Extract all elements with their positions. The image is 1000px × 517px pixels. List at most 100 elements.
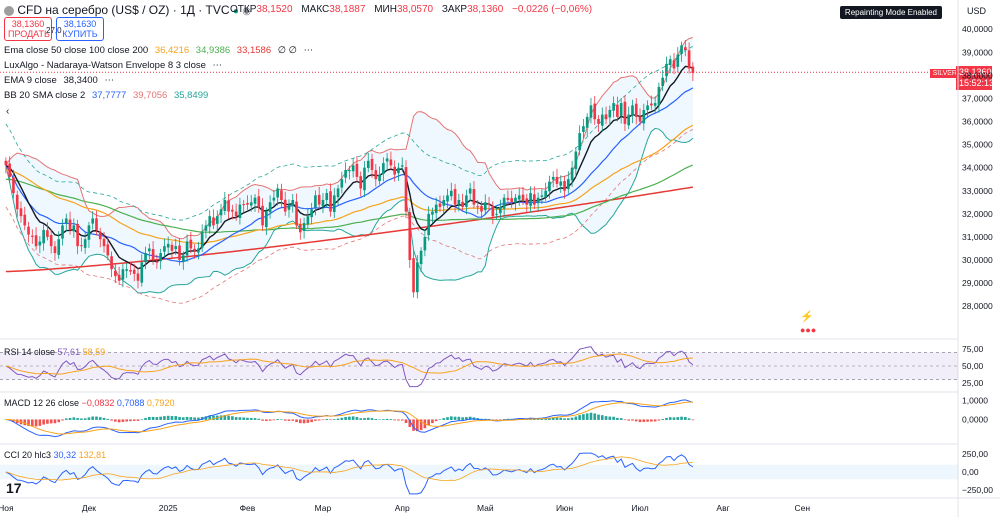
macd-histogram-bar (404, 419, 408, 424)
macd-histogram-bar (317, 419, 321, 421)
candle-body (19, 208, 23, 217)
macd-histogram-bar (461, 417, 464, 420)
more-icon[interactable]: ⋯ (212, 60, 223, 71)
macd-histogram-bar (140, 419, 144, 420)
macd-histogram-bar (684, 416, 687, 420)
candle-body (461, 201, 464, 207)
macd-histogram-bar (91, 416, 95, 420)
candle-body (329, 191, 332, 212)
candle-body (676, 54, 680, 67)
macd-histogram-bar (385, 418, 389, 420)
legend-macd[interactable]: MACD 12 26 close −0,0832 0,7088 0,7920 (4, 398, 175, 408)
macd-histogram-bar (340, 417, 344, 420)
x-tick-label: Мар (315, 503, 332, 513)
candle-body (559, 181, 563, 186)
macd-tick-label: 0,0000 (962, 414, 988, 424)
macd-histogram-bar (98, 417, 102, 420)
y-tick-label: 40,0000 (962, 24, 993, 34)
alert-icon[interactable]: ⚡ (800, 311, 814, 323)
macd-histogram-bar (185, 416, 189, 420)
macd-histogram-bar (72, 417, 76, 420)
y-tick-label: 34,0000 (962, 163, 993, 173)
candle-body (499, 206, 502, 214)
candle-body (265, 211, 268, 227)
eye-icon[interactable]: ◉ (242, 6, 252, 17)
macd-histogram-bar (687, 418, 691, 420)
macd-histogram-bar (49, 419, 53, 424)
macd-histogram-bar (578, 415, 581, 420)
candle-body (117, 274, 121, 281)
repainting-badge: Repainting Mode Enabled (839, 6, 942, 19)
candle-body (631, 105, 634, 116)
candle-body (204, 225, 208, 231)
macd-histogram-bar (672, 417, 676, 420)
x-tick-label: Июл (631, 503, 648, 513)
x-tick-label: Апр (395, 503, 410, 513)
candle-body (144, 253, 147, 263)
x-tick-label: Авг (716, 503, 729, 513)
candle-body (30, 235, 34, 237)
legend-bb[interactable]: BB 20 SMA close 2 37,7777 39,7056 35,849… (4, 90, 209, 101)
cci-tick-label: −250,00 (962, 485, 993, 495)
candle-body (517, 195, 521, 200)
high-value: 38,1887 (329, 4, 366, 15)
candle-body (98, 231, 102, 240)
ema50-line (5, 124, 694, 245)
candle-body (136, 273, 140, 281)
collapse-chevron-icon[interactable]: ‹ (6, 106, 10, 117)
buy-button[interactable]: 38,1630 КУПИТЬ (56, 17, 104, 41)
macd-histogram-bar (449, 416, 453, 420)
candle-body (680, 45, 683, 54)
candle-body (468, 188, 472, 194)
candle-body (359, 176, 363, 189)
legend-luxalgo[interactable]: LuxAlgo - Nadaraya-Watson Envelope 8 3 c… (4, 60, 223, 71)
candle-body (623, 101, 627, 124)
more-icon[interactable]: ⋯ (104, 75, 114, 86)
candle-body (306, 216, 310, 225)
tradingview-logo[interactable]: 17 (6, 480, 22, 496)
candle-body (382, 163, 385, 174)
candle-body (502, 197, 506, 209)
macd-histogram-bar (329, 419, 332, 421)
y-tick-label: 28,0000 (962, 301, 993, 311)
currency-label[interactable]: USD (966, 6, 986, 16)
legend-rsi[interactable]: RSI 14 close 57,61 58,59 (4, 347, 106, 357)
candle-body (129, 270, 132, 272)
more-icon[interactable]: ⋯ (303, 45, 314, 56)
candle-body (249, 202, 253, 206)
y-tick-label: 33,0000 (962, 186, 993, 196)
macd-histogram-bar (355, 417, 359, 420)
legend-ema-multi[interactable]: Ema close 50 close 100 close 200 36,4216… (4, 45, 314, 56)
candle-body (272, 197, 276, 201)
candle-body (495, 213, 498, 215)
macd-tick-label: 1,0000 (962, 396, 988, 406)
candle-body (525, 198, 529, 205)
candle-body (227, 200, 230, 212)
y-tick-label: 29,0000 (962, 278, 993, 288)
ema200-line (5, 186, 693, 273)
macd-histogram-bar (480, 418, 483, 420)
symbol-title[interactable]: CFD на серебро (US$ / OZ) · 1Д · TVC ● ◉ (4, 3, 251, 17)
x-tick-label: Фев (240, 503, 256, 513)
macd-histogram-bar (680, 416, 683, 420)
candle-body (325, 193, 329, 201)
envelope-lower-line (5, 129, 694, 304)
legend-ema9[interactable]: EMA 9 close 38,3400 ⋯ (4, 75, 114, 86)
macd-histogram-bar (359, 418, 363, 420)
candle-body (668, 59, 672, 66)
candle-body (189, 239, 193, 249)
macd-histogram-bar (151, 416, 155, 420)
candle-body (627, 114, 631, 126)
macd-histogram-bar (453, 416, 457, 420)
sell-button[interactable]: 38,1360 ПРОДАТЬ (4, 17, 52, 41)
macd-histogram-bar (298, 419, 302, 424)
candle-body (661, 77, 664, 87)
candle-body (597, 118, 600, 124)
macd-histogram-bar (38, 419, 42, 426)
candle-body (12, 177, 15, 194)
legend-cci[interactable]: CCI 20 hlc3 30,32 132,81 (4, 450, 107, 460)
macd-histogram-bar (540, 418, 544, 420)
events-icon[interactable]: ●●● (800, 325, 817, 335)
candle-body (544, 190, 547, 198)
